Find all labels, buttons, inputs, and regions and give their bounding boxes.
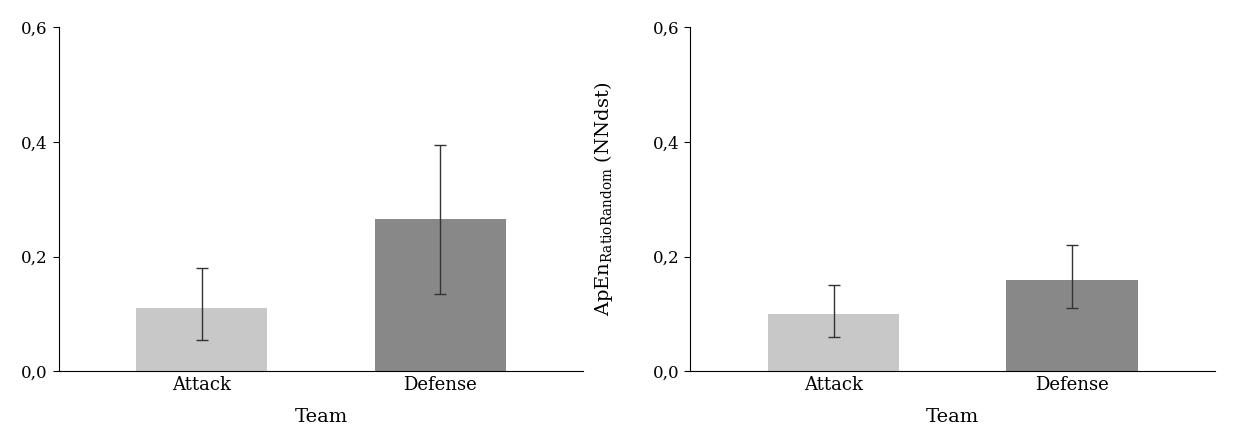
X-axis label: Team: Team xyxy=(294,408,347,426)
Bar xyxy=(136,308,267,371)
Bar xyxy=(1006,280,1137,371)
Bar xyxy=(768,314,899,371)
X-axis label: Team: Team xyxy=(926,408,979,426)
Text: $\mathdefault{ApEn}_{\mathdefault{RatioRandom}}$ (NNdst): $\mathdefault{ApEn}_{\mathdefault{RatioR… xyxy=(592,82,616,316)
Bar xyxy=(375,219,506,371)
